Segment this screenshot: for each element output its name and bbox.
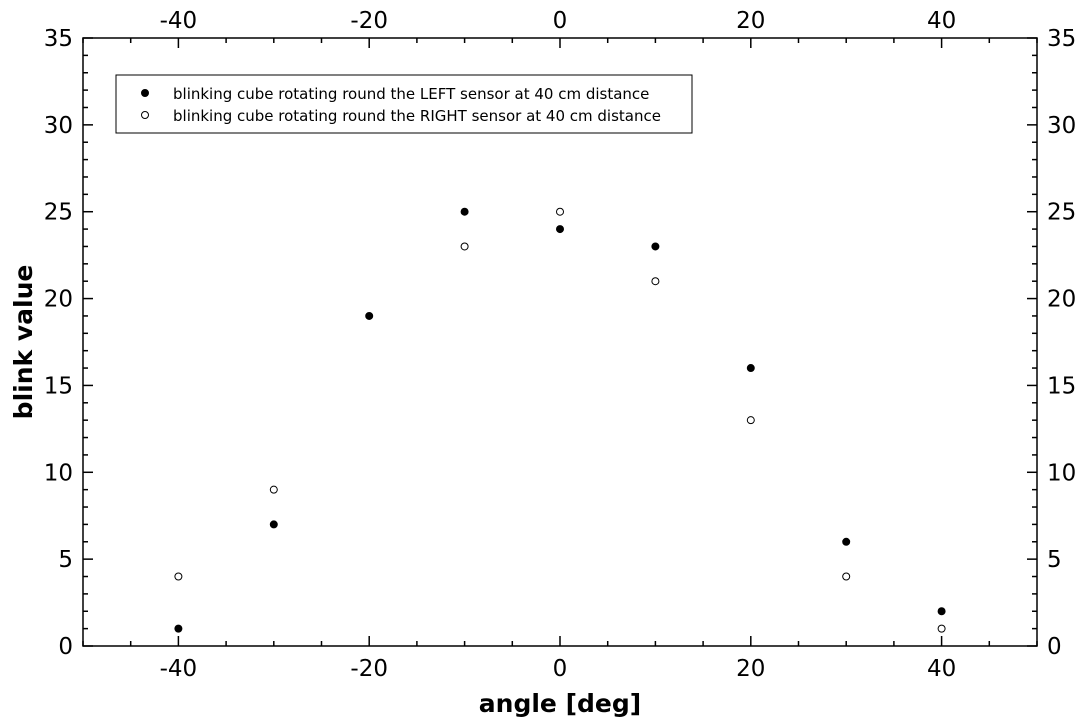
point-left-sensor (937, 607, 946, 616)
x-axis-title: angle [deg] (479, 689, 641, 718)
data-points (174, 207, 946, 633)
y-tick-label-left: 30 (44, 113, 73, 139)
legend-box (115, 74, 693, 134)
legend: blinking cube rotating round the LEFT se… (115, 74, 693, 134)
x-tick-label-bottom: -40 (160, 656, 198, 682)
legend-marker-left (141, 89, 149, 97)
x-tick-label-bottom: 40 (927, 656, 956, 682)
legend-label-left: blinking cube rotating round the LEFT se… (173, 85, 649, 103)
y-tick-label-right: 10 (1047, 460, 1076, 486)
point-left-sensor (460, 207, 469, 216)
x-tick-label-top: -20 (350, 8, 388, 34)
y-tick-label-right: 20 (1047, 287, 1076, 313)
axis-tick-labels: -40 -40 -20 -20 0 0 20 20 40 40 0 0 5 5 10 10 15 15 20 20 25… (44, 8, 1077, 682)
point-left-sensor (556, 225, 564, 234)
point-right-sensor (556, 207, 564, 216)
y-tick-label-left: 25 (44, 200, 73, 226)
y-tick-label-right: 15 (1047, 373, 1076, 399)
point-left-sensor (269, 520, 278, 529)
axis-ticks (82, 37, 1038, 647)
y-tick-label-left: 0 (58, 634, 73, 660)
legend-label-right: blinking cube rotating round the RIGHT s… (173, 107, 661, 125)
point-right-sensor (937, 624, 946, 633)
x-tick-label-bottom: 20 (736, 656, 765, 682)
y-tick-label-right: 0 (1047, 634, 1062, 660)
x-tick-label-top: 40 (927, 8, 956, 34)
point-left-sensor (174, 624, 183, 633)
x-tick-label-top: 0 (553, 8, 568, 34)
y-tick-label-right: 35 (1047, 26, 1076, 52)
y-tick-label-left: 10 (44, 460, 73, 486)
x-tick-label-bottom: 0 (553, 656, 568, 682)
y-tick-label-left: 35 (44, 26, 73, 52)
x-tick-label-top: -40 (160, 8, 198, 34)
x-tick-label-bottom: -20 (350, 656, 388, 682)
y-axis-title: blink value (9, 265, 38, 420)
legend-marker-right (141, 111, 149, 119)
y-tick-label-left: 15 (44, 373, 73, 399)
y-tick-label-right: 5 (1047, 547, 1062, 573)
point-left-sensor (746, 364, 755, 373)
point-right-sensor (651, 277, 660, 286)
point-right-sensor (842, 572, 851, 581)
y-tick-label-right: 30 (1047, 113, 1076, 139)
y-tick-label-left: 20 (44, 287, 73, 313)
y-tick-label-left: 5 (58, 547, 73, 573)
x-tick-label-top: 20 (736, 8, 765, 34)
point-right-sensor (174, 572, 183, 581)
y-tick-label-right: 25 (1047, 200, 1076, 226)
point-right-sensor (746, 416, 755, 425)
point-left-sensor (365, 311, 374, 320)
point-right-sensor (460, 242, 469, 251)
point-left-sensor (842, 537, 851, 546)
point-left-sensor (651, 242, 660, 251)
point-right-sensor (269, 485, 278, 494)
